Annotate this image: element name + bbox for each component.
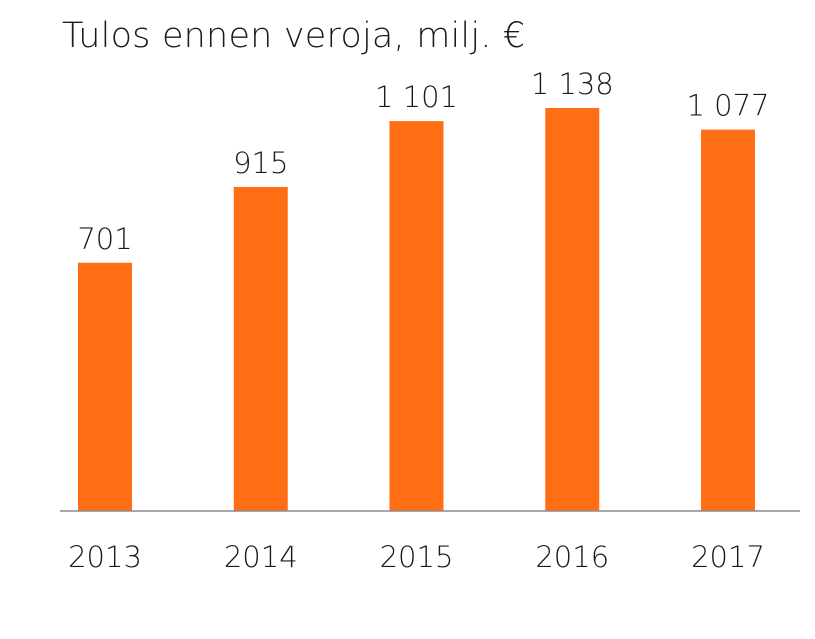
chart-title: Tulos ennen veroja, milj. € <box>62 16 526 56</box>
bar-value-label: 1 101 <box>375 80 458 114</box>
bar-2016 <box>545 108 600 511</box>
x-tick-label: 2014 <box>224 540 298 574</box>
x-tick-label: 2013 <box>68 540 142 574</box>
x-tick-label: 2017 <box>691 540 765 574</box>
x-tick-label: 2016 <box>535 540 609 574</box>
bar-value-label: 701 <box>77 222 132 256</box>
bar-2014 <box>233 186 288 511</box>
bar-value-label: 1 077 <box>686 89 769 123</box>
bar-value-label: 915 <box>233 146 288 180</box>
bar-2013 <box>78 262 132 511</box>
x-tick-label: 2015 <box>380 540 454 574</box>
bar-2015 <box>389 121 444 511</box>
bar-2017 <box>701 129 755 511</box>
bar-value-label: 1 138 <box>531 67 614 101</box>
